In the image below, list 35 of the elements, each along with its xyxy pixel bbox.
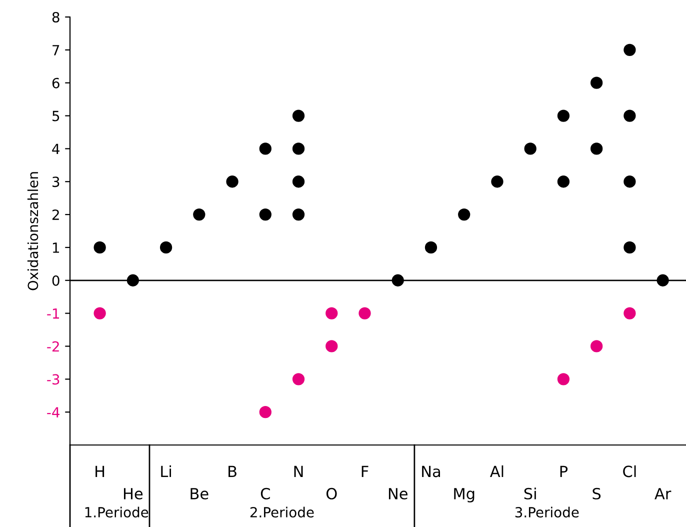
- y-axis-title: Oxidationszahlen: [27, 172, 38, 290]
- y-tick-label: 7: [52, 45, 60, 56]
- y-tick-label: 0: [52, 275, 60, 286]
- x-tick-label: B: [228, 466, 236, 477]
- y-tick-label: 8: [52, 12, 60, 22]
- y-tick-label: 6: [52, 78, 60, 88]
- x-tick-label: He: [124, 488, 143, 500]
- y-tick-label: -3: [47, 374, 60, 385]
- x-tick-label: H: [96, 466, 104, 477]
- x-tick-label: P: [560, 466, 568, 477]
- y-tick-label: -1: [47, 308, 59, 319]
- x-tick-label: Ne: [388, 488, 408, 500]
- x-tick-label: Li: [161, 465, 171, 477]
- x-tick-label: S: [592, 488, 601, 500]
- y-tick-label: -2: [47, 341, 59, 352]
- x-tick-label: N: [294, 466, 303, 477]
- x-tick-label: F: [362, 466, 368, 477]
- x-tick-label: Mg: [454, 488, 474, 502]
- text: 2.Periode: [250, 506, 314, 518]
- x-tick-label: Al: [490, 465, 504, 477]
- y-tick-label: -4: [47, 407, 60, 418]
- y-tick-label: 2: [52, 210, 59, 220]
- x-tick-label: C: [260, 488, 270, 500]
- x-tick-label: Na: [422, 466, 440, 478]
- y-tick-label: 4: [52, 144, 60, 154]
- y-tick-label: 5: [52, 110, 60, 122]
- x-tick-label: Cl: [623, 465, 636, 478]
- y-tick-label: 3: [52, 176, 60, 188]
- x-tick-label: Si: [524, 488, 536, 500]
- x-tick-label: Ar: [654, 488, 672, 500]
- text: 3.Periode: [515, 506, 579, 518]
- text: 1.Periode: [85, 506, 148, 518]
- y-tick-label: 1: [52, 242, 59, 253]
- x-tick-label: Be: [190, 488, 208, 500]
- x-tick-label: O: [326, 488, 337, 500]
